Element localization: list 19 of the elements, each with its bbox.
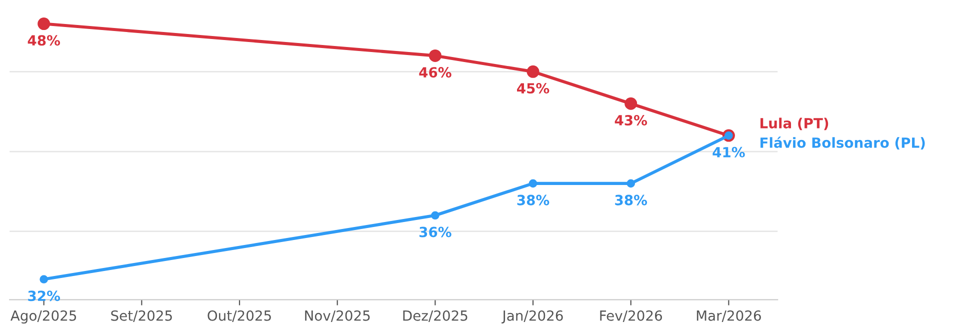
data-label: 36% <box>419 226 452 238</box>
data-label: 45% <box>517 83 550 94</box>
x-tick-label: Nov/2025 <box>305 310 370 322</box>
x-tick-label: Mar/2026 <box>696 310 761 322</box>
data-label: 32% <box>28 290 60 302</box>
x-tick-label: Fev/2026 <box>600 310 662 322</box>
data-label: 38% <box>517 194 550 206</box>
data-label: 46% <box>419 67 452 78</box>
text: Flávio Bolsonaro (PL) <box>760 136 925 150</box>
x-tick-label: Out/2025 <box>208 310 271 322</box>
data-label: 48% <box>28 35 60 46</box>
series-label: Lula (PT) <box>760 118 828 130</box>
x-tick-label: Set/2025 <box>111 310 172 322</box>
data-label: 41% <box>712 146 745 158</box>
data-label: 38% <box>615 194 648 206</box>
x-tick-label: Dez/2025 <box>403 310 468 322</box>
x-tick-label: Jan/2026 <box>502 310 563 324</box>
data-label: 43% <box>614 114 648 126</box>
x-tick-label: Ago/2025 <box>10 310 76 324</box>
